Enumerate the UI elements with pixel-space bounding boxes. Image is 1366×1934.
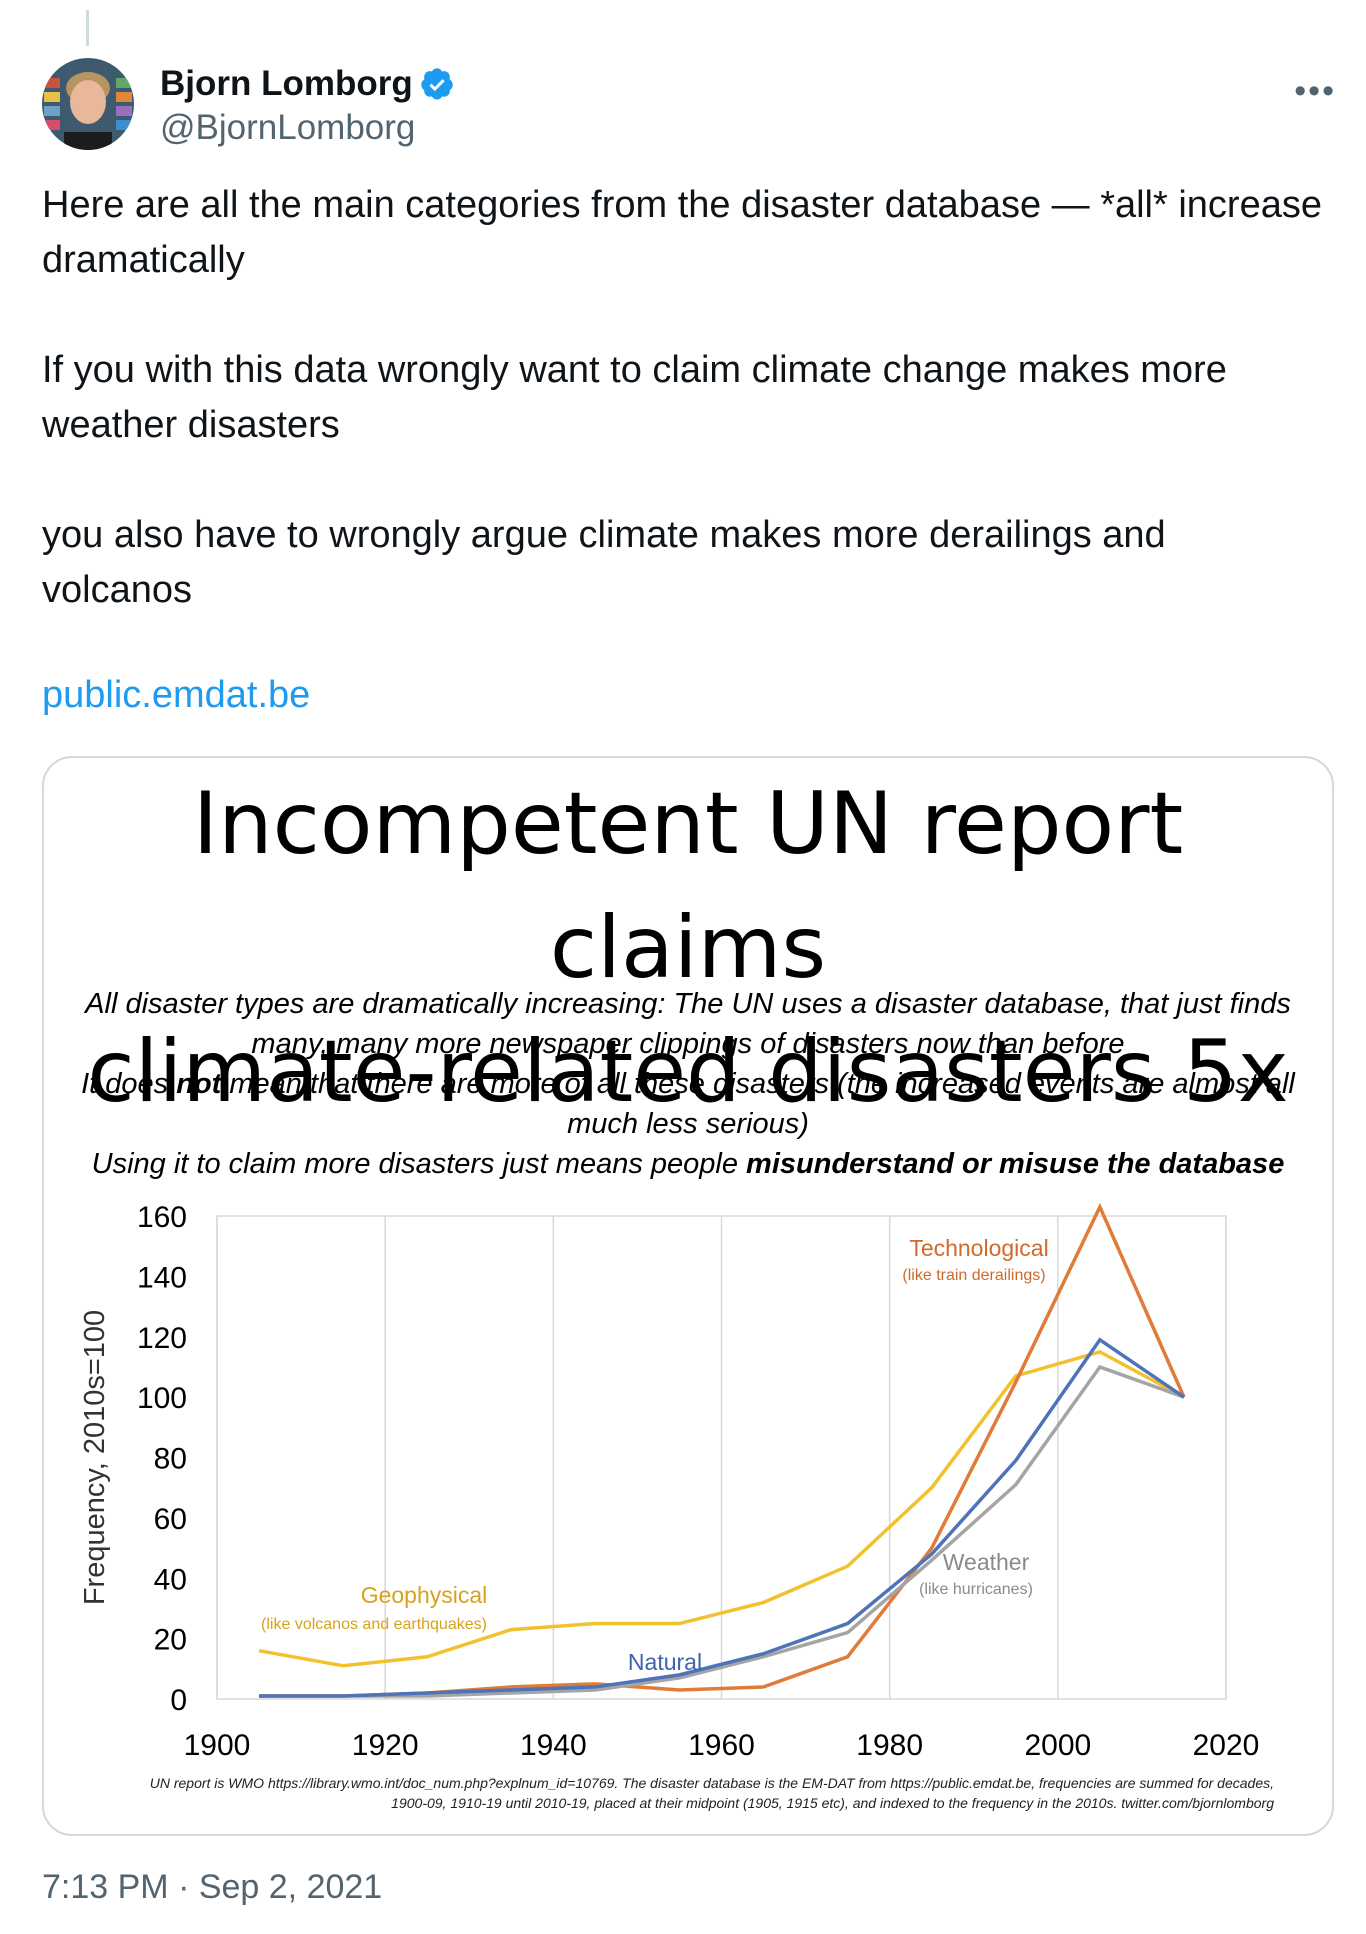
series-label-geophysical: Geophysical — [361, 1582, 488, 1608]
y-tick-label: 100 — [137, 1382, 187, 1415]
x-tick-label: 1920 — [352, 1729, 419, 1762]
x-tick-label: 1940 — [520, 1729, 587, 1762]
series-label-technological: Technological — [909, 1235, 1048, 1261]
series-note-weather: (like hurricanes) — [919, 1581, 1033, 1598]
card-title-line2: climate-related disasters 5x — [87, 1022, 1289, 1122]
y-axis-label: Frequency, 2010s=100 — [79, 1310, 111, 1605]
avatar[interactable] — [42, 58, 134, 150]
series-label-weather: Weather — [943, 1549, 1030, 1575]
card-sub-line4: much less serious) — [567, 1108, 809, 1140]
y-tick-label: 140 — [137, 1261, 187, 1294]
y-tick-label: 80 — [154, 1443, 187, 1476]
x-tick-label: 2000 — [1024, 1729, 1091, 1762]
author-name-row: Bjorn Lomborg — [160, 64, 455, 104]
tweet-link[interactable]: public.emdat.be — [42, 674, 311, 716]
card-sub-line1: All disaster types are dramatically incr… — [85, 988, 1291, 1020]
y-tick-label: 0 — [170, 1684, 187, 1717]
verified-badge-icon — [421, 68, 453, 100]
series-note-technological: (like train derailings) — [902, 1267, 1045, 1284]
disaster-frequency-chart: 1900 1920 1940 1960 1980 2000 2020 0 20 40 60 80 100… — [79, 1201, 1260, 1762]
x-tick-label: 1980 — [856, 1729, 923, 1762]
card-title: Incompetent UN report claims climate-rel… — [44, 762, 1332, 1134]
card-sub-line2: many, many more newspaper clippings of d… — [251, 1028, 1125, 1060]
x-tick-label: 2020 — [1193, 1729, 1260, 1762]
tweet-timestamp[interactable]: 7:13 PM · Sep 2, 2021 — [42, 1868, 383, 1906]
series-line-geophysical — [258, 1349, 1185, 1668]
x-tick-label: 1960 — [688, 1729, 755, 1762]
card-footnote: UN report is WMO https://library.wmo.int… — [149, 1775, 1274, 1811]
tweet-text: Here are all the main categories from th… — [42, 184, 1322, 611]
y-tick-label: 120 — [137, 1322, 187, 1355]
card-title-line1: Incompetent UN report claims — [192, 774, 1184, 998]
thread-line — [86, 10, 89, 46]
card-sub-line5: Using it to claim more disasters just me… — [91, 1148, 1285, 1180]
y-tick-label: 60 — [154, 1503, 187, 1536]
card-sub-line3: It does not mean that there are more of … — [81, 1068, 1295, 1100]
series-line-weather — [259, 1364, 1185, 1698]
series-note-geophysical: (like volcanos and earthquakes) — [261, 1616, 487, 1633]
series-label-natural: Natural — [628, 1649, 702, 1675]
author-handle[interactable]: @BjornLomborg — [160, 108, 416, 147]
y-tick-label: 40 — [154, 1563, 187, 1596]
card-subtitle: All disaster types are dramatically incr… — [44, 984, 1332, 1184]
author-name[interactable]: Bjorn Lomborg — [160, 64, 413, 103]
more-options-icon[interactable]: ••• — [1294, 72, 1336, 110]
y-tick-label: 20 — [154, 1624, 187, 1657]
tweet-header: Bjorn Lomborg @BjornLomborg ••• — [42, 58, 1336, 158]
image-card[interactable]: Incompetent UN report claims climate-rel… — [42, 756, 1334, 1836]
y-tick-label: 160 — [137, 1201, 187, 1234]
x-tick-label: 1900 — [184, 1729, 251, 1762]
series-line-natural — [259, 1337, 1185, 1698]
